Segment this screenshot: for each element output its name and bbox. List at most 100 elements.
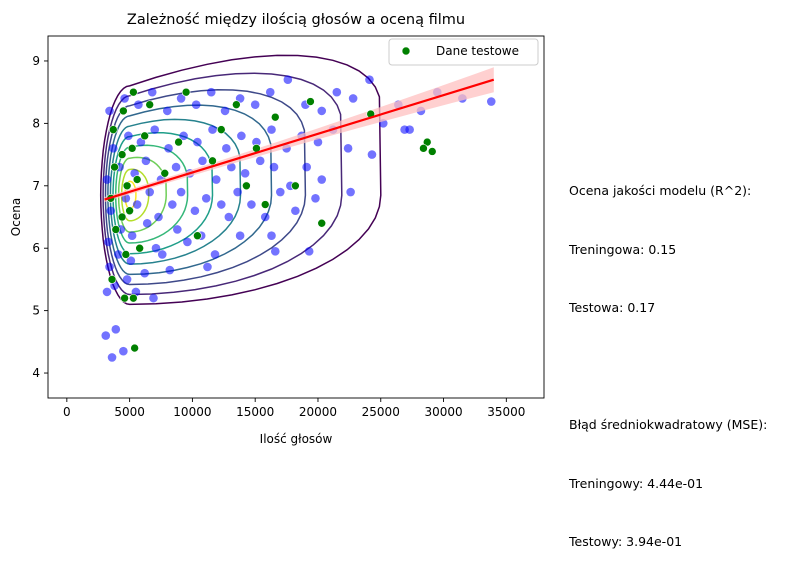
train-point (283, 75, 293, 84)
train-point (270, 247, 280, 256)
y-tick-label: 6 (32, 241, 40, 255)
test-point (270, 112, 280, 122)
train-point (140, 268, 149, 278)
train-point (233, 187, 242, 197)
r2-train: Treningowa: 0.15 (569, 241, 677, 257)
train-point (119, 346, 128, 356)
test-point (110, 162, 119, 172)
confidence-band-area (104, 67, 494, 202)
test-point (317, 218, 327, 228)
x-tick-label: 15000 (236, 405, 274, 419)
train-point (346, 187, 355, 197)
train-point (291, 206, 300, 216)
train-point (176, 187, 186, 197)
train-point (165, 265, 175, 275)
train-point (193, 137, 202, 147)
train-point (203, 262, 212, 272)
train-point (332, 87, 342, 97)
train-point (101, 331, 111, 340)
test-point (140, 131, 149, 141)
train-point (276, 187, 285, 197)
train-point (126, 256, 136, 265)
test-point (117, 150, 127, 159)
test-point (216, 125, 226, 134)
test-point (242, 181, 251, 191)
train-point (365, 75, 374, 84)
train-point (400, 125, 409, 134)
train-point (250, 100, 260, 109)
train-point (176, 94, 186, 103)
train-point (247, 200, 256, 209)
test-point (419, 144, 428, 153)
y-axis-label: Ocena (9, 198, 23, 236)
train-point (105, 262, 114, 272)
train-point (317, 175, 327, 184)
train-point (486, 97, 496, 106)
test-point (129, 87, 138, 97)
test-point (120, 293, 129, 303)
train-point (206, 87, 216, 97)
train-point (151, 243, 161, 253)
test-point (132, 175, 142, 184)
test-point (232, 100, 241, 109)
x-tick-label: 5000 (114, 405, 145, 419)
x-axis-label: Ilość głosów (260, 432, 333, 446)
train-point (171, 162, 181, 172)
train-point (134, 100, 143, 109)
mse-test: Testowy: 3.94e-01 (569, 534, 683, 549)
test-point (130, 343, 139, 353)
train-point (162, 106, 172, 116)
x-tick-label: 20000 (299, 405, 337, 419)
x-tick-label: 35000 (487, 405, 525, 419)
train-point (173, 225, 182, 234)
test-point (129, 293, 138, 303)
train-point (208, 125, 217, 134)
train-point (343, 144, 353, 153)
x-tick-label: 25000 (362, 405, 400, 419)
train-point (103, 237, 113, 247)
train-point (157, 250, 167, 259)
y-tick-label: 9 (32, 54, 40, 68)
train-point (235, 231, 245, 241)
train-point (108, 144, 118, 153)
train-point (235, 94, 245, 103)
train-point (201, 193, 211, 203)
test-point (181, 87, 191, 97)
train-point (224, 212, 234, 222)
train-point (114, 250, 123, 259)
train-point (147, 87, 157, 97)
train-point (237, 131, 246, 141)
train-point (132, 200, 142, 209)
train-point (216, 200, 226, 209)
train-point (141, 156, 151, 166)
test-point (117, 212, 127, 222)
train-point (210, 250, 220, 259)
legend-label-test: Dane testowe (436, 44, 519, 58)
train-point (267, 231, 276, 241)
r2-header: Ocena jakości modelu (R^2): (569, 183, 752, 198)
train-point (252, 137, 261, 147)
train-point (311, 193, 320, 203)
test-point (208, 156, 217, 166)
train-point (317, 106, 327, 116)
y-tick-label: 4 (32, 366, 40, 380)
train-point (211, 175, 221, 184)
test-point (135, 243, 144, 253)
legend-box (388, 38, 539, 66)
train-point (348, 94, 358, 103)
train-point (302, 162, 311, 172)
mse-train: Treningowy: 4.44e-01 (569, 475, 704, 491)
axis-ticks: 0 5000 10000 15000 20000 25000 30000 35000 4 5 6 7 8… (32, 54, 525, 419)
test-point (260, 200, 270, 209)
train-point (267, 125, 276, 134)
train-point (149, 293, 158, 303)
test-point (193, 231, 202, 241)
train-point (222, 144, 231, 153)
train-point (102, 287, 112, 297)
test-point (306, 97, 315, 106)
x-tick-label: 30000 (424, 405, 462, 419)
test-point (107, 275, 117, 284)
train-point (150, 125, 160, 134)
train-point (183, 237, 192, 247)
train-point (127, 231, 137, 241)
